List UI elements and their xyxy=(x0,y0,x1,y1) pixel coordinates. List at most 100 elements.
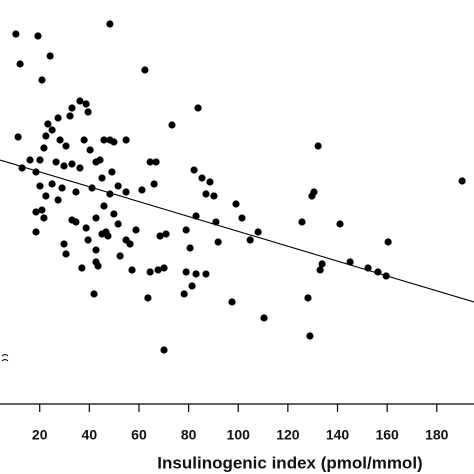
point xyxy=(180,290,188,298)
point xyxy=(110,138,118,146)
point xyxy=(32,168,40,176)
point xyxy=(88,184,96,192)
point xyxy=(384,238,392,246)
point xyxy=(202,190,210,198)
point xyxy=(84,236,92,244)
point xyxy=(192,270,200,278)
point xyxy=(336,220,344,228)
point xyxy=(60,240,68,248)
point xyxy=(48,126,56,134)
point xyxy=(122,188,130,196)
point xyxy=(228,298,236,306)
point xyxy=(84,108,92,116)
point xyxy=(32,208,40,216)
point xyxy=(106,190,114,198)
point xyxy=(12,30,20,38)
point xyxy=(34,32,42,40)
point xyxy=(458,177,466,185)
point xyxy=(254,228,262,236)
point xyxy=(62,250,70,258)
point xyxy=(114,182,122,190)
point xyxy=(260,314,268,322)
point xyxy=(146,268,154,276)
point xyxy=(76,97,84,105)
x-tick-label: 60 xyxy=(131,427,147,443)
point xyxy=(192,212,200,220)
point xyxy=(36,156,44,164)
point xyxy=(160,264,168,272)
point xyxy=(54,196,62,204)
point xyxy=(108,168,116,176)
point xyxy=(206,178,214,186)
point xyxy=(60,162,68,170)
point xyxy=(62,142,70,150)
point xyxy=(214,238,222,246)
point xyxy=(190,166,198,174)
point xyxy=(318,260,326,268)
point xyxy=(382,272,390,280)
trend-line xyxy=(0,159,474,303)
point xyxy=(156,232,164,240)
point xyxy=(146,158,154,166)
point xyxy=(246,236,254,244)
point xyxy=(32,228,40,236)
x-axis-title: Insulinogenic index (pmol/mmol) xyxy=(157,453,422,472)
point xyxy=(188,282,196,290)
point xyxy=(212,218,220,226)
x-tick-label: 140 xyxy=(326,427,350,443)
point xyxy=(182,268,190,276)
point xyxy=(114,220,122,228)
point xyxy=(36,182,44,190)
x-tick-label: 40 xyxy=(82,427,98,443)
x-tick-label: 80 xyxy=(181,427,197,443)
point xyxy=(48,180,56,188)
point xyxy=(86,146,94,154)
point xyxy=(304,294,312,302)
point xyxy=(186,244,194,252)
point xyxy=(40,214,48,222)
point xyxy=(182,226,190,234)
point xyxy=(38,76,46,84)
point xyxy=(128,266,136,274)
point xyxy=(168,121,176,129)
point xyxy=(18,164,26,172)
point xyxy=(298,218,306,226)
point xyxy=(78,264,86,272)
point xyxy=(56,136,64,144)
point xyxy=(194,104,202,112)
point xyxy=(42,132,50,140)
point xyxy=(44,120,52,128)
point xyxy=(162,230,170,238)
point xyxy=(14,133,22,141)
point xyxy=(68,104,76,112)
x-tick-label: 180 xyxy=(425,427,449,443)
point xyxy=(92,246,100,254)
x-tick-label: 160 xyxy=(375,427,399,443)
point xyxy=(132,226,140,234)
point xyxy=(152,158,160,166)
point xyxy=(202,270,210,278)
point xyxy=(82,224,90,232)
point xyxy=(116,252,124,260)
point xyxy=(66,112,74,120)
point xyxy=(110,210,118,218)
point xyxy=(306,332,314,340)
point xyxy=(154,266,162,274)
x-tick-label: 20 xyxy=(32,427,48,443)
point xyxy=(374,268,382,276)
point xyxy=(68,160,76,168)
point xyxy=(92,214,100,222)
point xyxy=(144,294,152,302)
point xyxy=(160,346,168,354)
point xyxy=(38,206,46,214)
point xyxy=(316,266,324,274)
point xyxy=(80,136,88,144)
point xyxy=(150,180,158,188)
point xyxy=(141,66,149,74)
point xyxy=(106,20,114,28)
point xyxy=(98,174,106,182)
x-tick-label: 120 xyxy=(276,427,300,443)
point xyxy=(72,218,80,226)
point xyxy=(26,156,34,164)
